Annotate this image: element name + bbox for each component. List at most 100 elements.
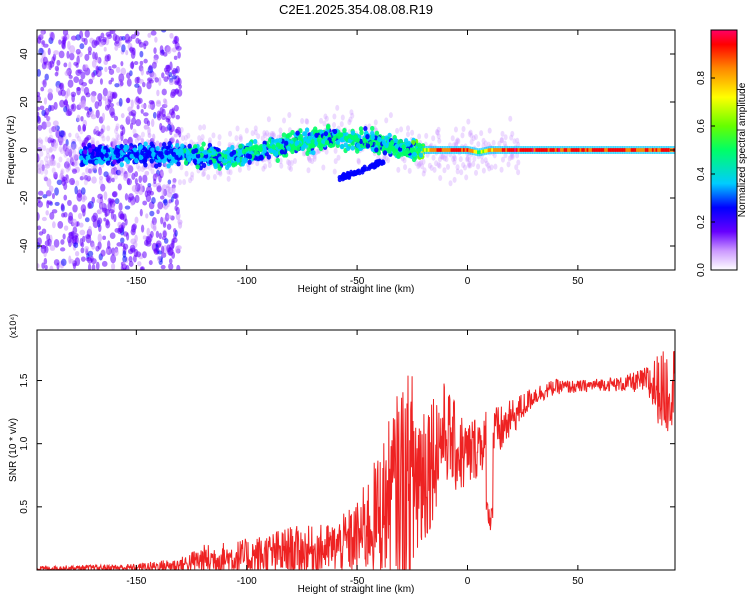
spectrogram-carrier-cell (657, 148, 661, 152)
spectrogram-carrier-cell (478, 150, 482, 154)
spectrogram-ridge-dot (201, 162, 207, 168)
spectrogram-halo-dot (201, 171, 206, 178)
spectrogram-noise-dot (84, 217, 90, 223)
spectrogram-carrier-cell (507, 148, 511, 152)
spectrogram-noise-dot (121, 35, 126, 41)
spectrogram-noise-dot (68, 148, 73, 158)
spectrogram-noise-dot (148, 79, 154, 84)
spectrogram-halo-dot (101, 135, 106, 142)
spectrogram-noise-dot (146, 185, 152, 194)
spectrogram-carrier-cell (620, 148, 624, 152)
spectrogram-noise-dot (46, 115, 51, 122)
spectrogram-ridge-dot (243, 157, 249, 163)
spectrogram-ridge-dot (115, 153, 120, 159)
spectrogram-noise-dot (119, 81, 124, 86)
spectrogram-noise-dot (140, 137, 145, 144)
spectrogram-noise-dot (159, 195, 165, 200)
spectrogram-noise-dot (163, 204, 168, 210)
spectrogram-ridge-dot (412, 151, 417, 157)
spectrogram-noise-dot (51, 209, 58, 214)
spectrogram-ridge-dot (231, 149, 237, 155)
spectrogram-carrier-cell (583, 148, 587, 152)
spectrogram-halo-dot (250, 130, 255, 137)
spectrogram-carrier-cell (614, 148, 618, 152)
spectrogram-halo-dot (282, 117, 287, 124)
spectrogram-halo-dot (228, 169, 233, 176)
spectrogram-noise-dot (83, 86, 90, 96)
spectrogram-noise-dot (124, 39, 131, 44)
spectrogram-carrier-cell (666, 148, 670, 152)
spectrogram-noise-dot (39, 105, 45, 111)
spectrogram-noise-dot (41, 216, 47, 222)
spectrogram-ridge-dot (187, 143, 192, 149)
spectrogram-noise-dot (90, 258, 97, 265)
spectrogram-carrier-cell (531, 148, 535, 152)
spectrogram-noise-dot (92, 51, 96, 60)
spectrogram-halo-dot (424, 132, 429, 139)
spectrogram-noise-dot (77, 69, 83, 74)
spectrogram-noise-dot (125, 264, 130, 270)
spectrogram-x-tick-label: -150 (126, 276, 146, 287)
spectrogram-noise-dot (126, 178, 132, 186)
spectrogram-carrier-cell (664, 148, 668, 152)
spectrogram-noise-dot (49, 245, 56, 251)
spectrogram-halo-dot (509, 154, 514, 161)
spectrogram-noise-dot (122, 255, 128, 263)
spectrogram-halo-dot (461, 162, 466, 169)
spectrogram-ridge-dot (365, 134, 370, 140)
spectrogram-carrier-cell (422, 148, 426, 152)
spectrogram-noise-dot (91, 215, 97, 223)
spectrogram-y-axis-label: Frequency (Hz) (6, 116, 17, 185)
spectrogram-noise-dot (97, 93, 103, 102)
colorbar-tick-label: 0.6 (696, 119, 707, 133)
spectrogram-noise-dot (114, 45, 119, 51)
colorbar: 0.0 0.2 0.4 0.6 0.8 Normalized spectral ampl… (696, 29, 748, 277)
spectrogram-noise-dot (99, 202, 105, 208)
spectrogram-noise-dot (71, 161, 75, 166)
spectrogram-noise-dot (178, 221, 183, 229)
spectrogram-carrier-cell (438, 148, 442, 152)
spectrogram-noise-dot (111, 191, 117, 198)
spectrogram-halo-dot (49, 160, 54, 167)
spectrogram-carrier-cell (588, 148, 592, 152)
spectrogram-noise-dot (52, 221, 56, 229)
spectrogram-ridge-dot (231, 162, 236, 168)
spectrogram-halo-dot (127, 170, 132, 177)
spectrogram-noise-dot (165, 64, 170, 70)
spectrogram-noise-dot (134, 30, 140, 37)
spectrogram-noise-dot (151, 197, 156, 204)
spectrogram-ridge-dot (167, 141, 172, 147)
spectrogram-halo-dot (414, 160, 419, 167)
spectrogram-noise-dot (125, 50, 129, 56)
spectrogram-ridge-dot (91, 144, 96, 150)
spectrogram-halo-dot (67, 146, 72, 153)
spectrogram-panel: -150 -100 -50 0 50 -40 -20 0 20 40 Height of str… (6, 29, 676, 295)
spectrogram-noise-dot (132, 113, 136, 119)
spectrogram-branch-dot (353, 171, 358, 176)
spectrogram-noise-dot (51, 138, 57, 144)
spectrogram-carrier-cell (431, 148, 435, 152)
spectrogram-noise-dot (122, 261, 126, 269)
snr-frame (36, 329, 676, 571)
spectrogram-halo-dot (444, 156, 449, 163)
spectrogram-halo-dot (422, 167, 427, 174)
spectrogram-noise-dot (135, 118, 142, 127)
spectrogram-halo-dot (451, 155, 456, 162)
spectrogram-noise-dot (72, 218, 78, 227)
spectrogram-ridge-dot (418, 152, 424, 158)
spectrogram-noise-dot (160, 30, 167, 33)
spectrogram-halo-dot (98, 178, 103, 185)
spectrogram-ridge-dot (295, 130, 300, 136)
spectrogram-noise-dot (103, 217, 107, 222)
spectrogram-noise-dot (58, 83, 64, 90)
spectrogram-noise-dot (114, 198, 120, 205)
spectrogram-noise-dot (51, 192, 56, 200)
spectrogram-halo-dot (135, 163, 140, 170)
spectrogram-halo-dot (467, 156, 472, 163)
spectrogram-carrier-cell (650, 148, 654, 152)
spectrogram-halo-dot (72, 149, 77, 156)
spectrogram-halo-dot (288, 165, 293, 172)
spectrogram-carrier-cell (616, 148, 620, 152)
spectrogram-halo-dot (263, 132, 268, 139)
spectrogram-noise-dot (156, 255, 162, 262)
